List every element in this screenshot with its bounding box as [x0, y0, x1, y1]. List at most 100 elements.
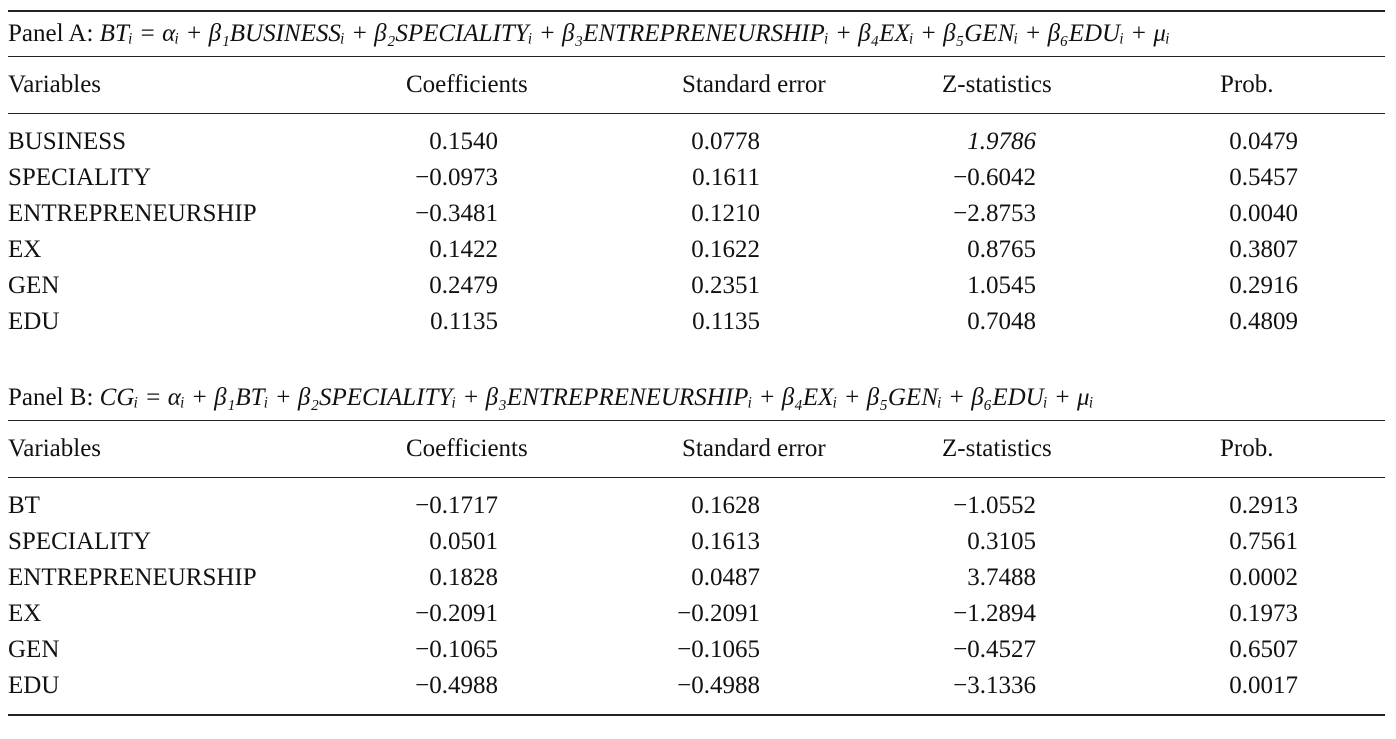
table-header: Variables Coefficients Standard error Z-…	[8, 57, 1385, 113]
cell-standard-error: 0.1613	[691, 528, 760, 555]
panel-label: Panel A:	[8, 20, 94, 47]
header-z-statistics: Z-statistics	[942, 435, 1052, 462]
bottom-rule	[8, 714, 1385, 716]
cell-z-statistic: −0.6042	[953, 164, 1036, 191]
table-row: EDU 0.1135 0.1135 0.7048 0.4809	[8, 304, 1385, 340]
cell-coefficient: −0.2091	[415, 600, 498, 627]
cell-coefficient: 0.0501	[429, 528, 498, 555]
cell-z-statistic: 0.8765	[967, 236, 1036, 263]
cell-variable: ENTREPRENEURSHIP	[8, 564, 257, 591]
cell-coefficient: −0.1065	[415, 636, 498, 663]
header-standard-error: Standard error	[682, 435, 826, 462]
cell-standard-error: 0.1210	[691, 200, 760, 227]
cell-coefficient: −0.3481	[415, 200, 498, 227]
cell-standard-error: −0.1065	[677, 636, 760, 663]
cell-z-statistic: 0.7048	[967, 308, 1036, 335]
cell-variable: EX	[8, 236, 42, 263]
table-body: BT −0.1717 0.1628 −1.0552 0.2913 SPECIALITY 0.…	[8, 488, 1385, 704]
cell-z-statistic: −1.0552	[953, 492, 1036, 519]
cell-variable: GEN	[8, 636, 60, 663]
cell-z-statistic: 1.9786	[967, 128, 1036, 155]
cell-z-statistic: 1.0545	[967, 272, 1036, 299]
cell-coefficient: 0.1540	[429, 128, 498, 155]
cell-standard-error: −0.2091	[677, 600, 760, 627]
header-z-statistics: Z-statistics	[942, 71, 1052, 98]
cell-prob: 0.0040	[1229, 200, 1298, 227]
cell-coefficient: −0.4988	[415, 672, 498, 699]
cell-coefficient: 0.1135	[430, 308, 498, 335]
table-row: ENTREPRENEURSHIP 0.1828 0.0487 3.7488 0.0002	[8, 560, 1385, 596]
table-row: SPECIALITY −0.0973 0.1611 −0.6042 0.5457	[8, 160, 1385, 196]
cell-prob: 0.7561	[1229, 528, 1298, 555]
cell-variable: ENTREPRENEURSHIP	[8, 200, 257, 227]
cell-prob: 0.2916	[1229, 272, 1298, 299]
cell-variable: BT	[8, 492, 40, 519]
cell-standard-error: 0.1611	[692, 164, 760, 191]
cell-variable: BUSINESS	[8, 128, 127, 155]
cell-prob: 0.5457	[1229, 164, 1298, 191]
cell-prob: 0.2913	[1229, 492, 1298, 519]
cell-standard-error: 0.2351	[691, 272, 760, 299]
table-row: BT −0.1717 0.1628 −1.0552 0.2913	[8, 488, 1385, 524]
cell-standard-error: 0.1622	[691, 236, 760, 263]
header-prob: Prob.	[1220, 435, 1274, 462]
cell-z-statistic: 0.3105	[967, 528, 1036, 555]
table-row: GEN −0.1065 −0.1065 −0.4527 0.6507	[8, 632, 1385, 668]
table-header: Variables Coefficients Standard error Z-…	[8, 421, 1385, 477]
cell-coefficient: 0.1422	[429, 236, 498, 263]
cell-prob: 0.4809	[1229, 308, 1298, 335]
panel-label: Panel B:	[8, 384, 94, 411]
cell-standard-error: −0.4988	[677, 672, 760, 699]
table-body: BUSINESS 0.1540 0.0778 1.9786 0.0479 SPECIALI…	[8, 124, 1385, 340]
cell-z-statistic: −1.2894	[953, 600, 1036, 627]
cell-variable: SPECIALITY	[8, 164, 152, 191]
header-rule	[8, 420, 1385, 421]
header-variables: Variables	[8, 71, 102, 98]
panel-equation: BTᵢ = αᵢ + β₁BUSINESSᵢ + β₂SPECIALITYᵢ +…	[99, 20, 1170, 47]
cell-prob: 0.0017	[1229, 672, 1298, 699]
cell-prob: 0.0479	[1229, 128, 1298, 155]
header-coefficients: Coefficients	[406, 435, 528, 462]
cell-variable: EDU	[8, 308, 60, 335]
cell-standard-error: 0.1135	[692, 308, 760, 335]
cell-coefficient: −0.1717	[415, 492, 498, 519]
cell-standard-error: 0.0778	[691, 128, 760, 155]
table-row: BUSINESS 0.1540 0.0778 1.9786 0.0479	[8, 124, 1385, 160]
cell-prob: 0.0002	[1229, 564, 1298, 591]
table-row: EX −0.2091 −0.2091 −1.2894 0.1973	[8, 596, 1385, 632]
table-row: EX 0.1422 0.1622 0.8765 0.3807	[8, 232, 1385, 268]
cell-z-statistic: −2.8753	[953, 200, 1036, 227]
cell-variable: SPECIALITY	[8, 528, 152, 555]
table-row: SPECIALITY 0.0501 0.1613 0.3105 0.7561	[8, 524, 1385, 560]
header-coefficients: Coefficients	[406, 71, 528, 98]
table-row: GEN 0.2479 0.2351 1.0545 0.2916	[8, 268, 1385, 304]
cell-z-statistic: −0.4527	[953, 636, 1036, 663]
cell-standard-error: 0.1628	[691, 492, 760, 519]
header-bottom-rule	[8, 477, 1385, 478]
cell-standard-error: 0.0487	[691, 564, 760, 591]
panel-b: Panel B: CGᵢ = αᵢ + β₁BTᵢ + β₂SPECIALITY…	[8, 376, 1385, 716]
cell-variable: EX	[8, 600, 42, 627]
cell-variable: EDU	[8, 672, 60, 699]
header-prob: Prob.	[1220, 71, 1274, 98]
cell-coefficient: −0.0973	[415, 164, 498, 191]
panel-equation: CGᵢ = αᵢ + β₁BTᵢ + β₂SPECIALITYᵢ + β₃ENT…	[99, 384, 1094, 411]
header-rule	[8, 56, 1385, 57]
panel-a: Panel A: BTᵢ = αᵢ + β₁BUSINESSᵢ + β₂SPEC…	[8, 10, 1385, 340]
top-rule	[8, 10, 1385, 12]
table-row: ENTREPRENEURSHIP −0.3481 0.1210 −2.8753 0.00…	[8, 196, 1385, 232]
cell-z-statistic: −3.1336	[953, 672, 1036, 699]
cell-z-statistic: 3.7488	[967, 564, 1036, 591]
table-row: EDU −0.4988 −0.4988 −3.1336 0.0017	[8, 668, 1385, 704]
cell-prob: 0.1973	[1229, 600, 1298, 627]
header-variables: Variables	[8, 435, 102, 462]
cell-coefficient: 0.2479	[429, 272, 498, 299]
cell-prob: 0.6507	[1229, 636, 1298, 663]
cell-coefficient: 0.1828	[429, 564, 498, 591]
cell-prob: 0.3807	[1229, 236, 1298, 263]
header-standard-error: Standard error	[682, 71, 826, 98]
panel-title: Panel B: CGᵢ = αᵢ + β₁BTᵢ + β₂SPECIALITY…	[8, 376, 1385, 420]
panel-title: Panel A: BTᵢ = αᵢ + β₁BUSINESSᵢ + β₂SPEC…	[8, 12, 1385, 56]
header-bottom-rule	[8, 113, 1385, 114]
cell-variable: GEN	[8, 272, 60, 299]
